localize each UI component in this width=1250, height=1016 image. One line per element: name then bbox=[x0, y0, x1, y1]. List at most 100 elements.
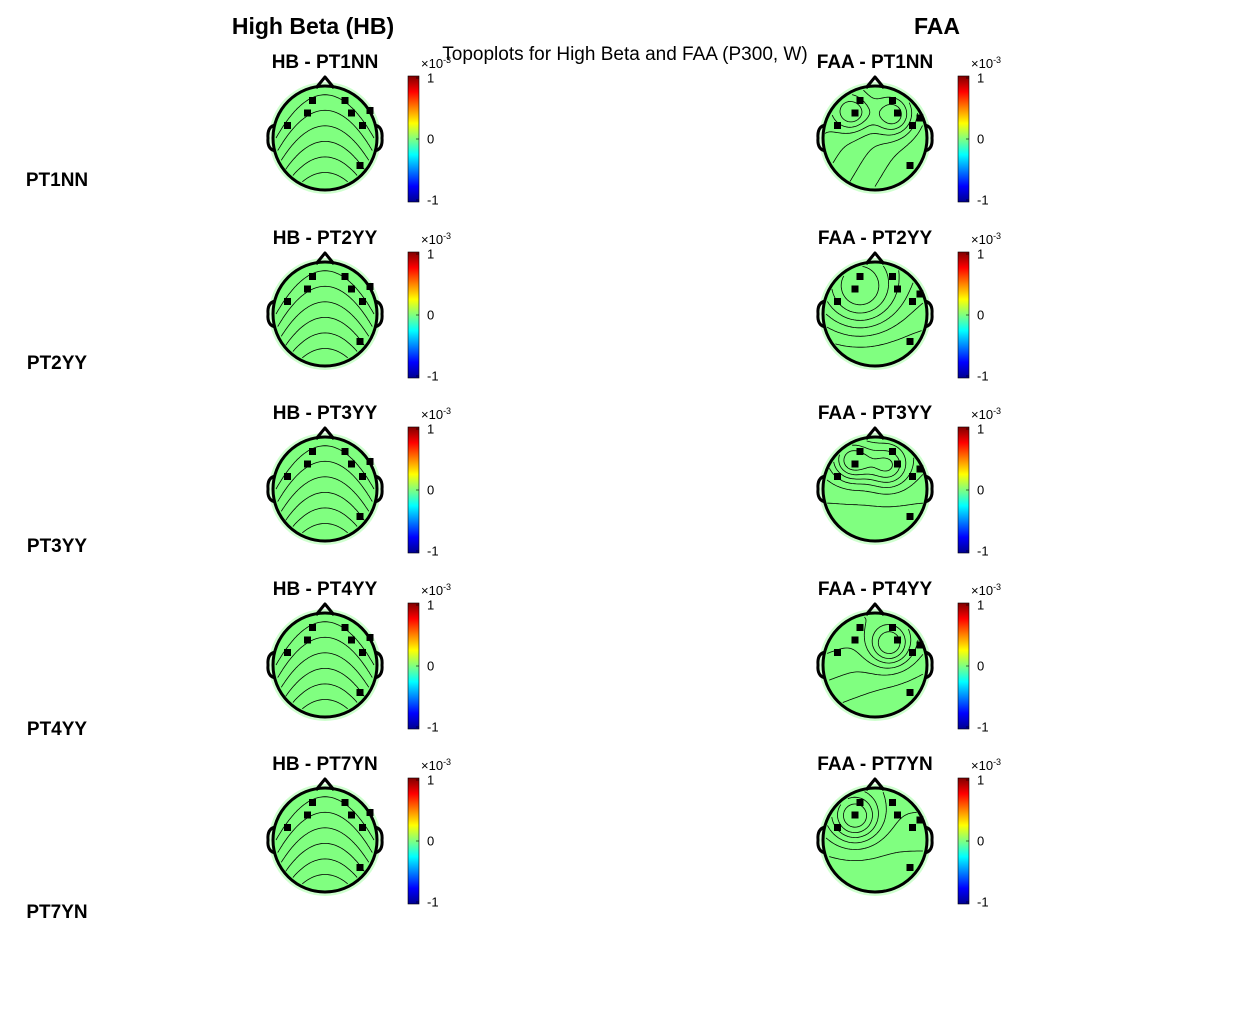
colorbar-tick-label: 0 bbox=[977, 483, 984, 498]
contour-lines bbox=[824, 89, 923, 187]
electrode-marker bbox=[894, 285, 901, 293]
electrode-marker bbox=[356, 162, 364, 169]
nose bbox=[314, 251, 336, 265]
head-outline bbox=[271, 260, 379, 368]
scalp-map bbox=[824, 438, 926, 540]
nose bbox=[314, 75, 336, 89]
right-ear bbox=[374, 650, 384, 680]
electrode-marker bbox=[916, 641, 924, 649]
electrode-marker bbox=[889, 624, 896, 631]
electrode-marker bbox=[304, 285, 311, 293]
electrode-marker bbox=[366, 458, 374, 465]
left-ear bbox=[266, 650, 276, 680]
right-ear bbox=[924, 299, 934, 329]
electrode-marker bbox=[356, 338, 364, 345]
electrode-marker bbox=[889, 799, 896, 806]
colorbar-tick-label: -1 bbox=[427, 544, 439, 559]
electrode-marker bbox=[834, 824, 841, 831]
contour-lines bbox=[825, 791, 923, 861]
electrode-marker bbox=[348, 811, 355, 819]
scalp-map bbox=[274, 614, 376, 716]
electrode-marker bbox=[894, 636, 901, 644]
scalp-map bbox=[824, 87, 926, 189]
head-outline bbox=[271, 84, 379, 192]
electrode-marker bbox=[916, 816, 924, 824]
electrode-marker bbox=[916, 465, 924, 473]
colorbar-tick-label: 1 bbox=[977, 598, 984, 613]
left-ear bbox=[266, 123, 276, 153]
electrode-marker bbox=[834, 298, 841, 305]
colorbar-tick-label: -1 bbox=[977, 544, 989, 559]
panel-title: FAA - PT1NN bbox=[817, 52, 933, 73]
electrode-marker bbox=[909, 298, 916, 305]
electrode-marker bbox=[359, 473, 366, 480]
colorbar-tick-label: 1 bbox=[977, 422, 984, 437]
nose bbox=[864, 777, 886, 791]
electrode-marker bbox=[284, 122, 291, 129]
scalp-map bbox=[824, 789, 926, 891]
electrode-marker bbox=[851, 636, 859, 644]
colorbar-tick-label: 1 bbox=[977, 247, 984, 262]
electrode-marker bbox=[348, 636, 355, 644]
electrode-marker bbox=[309, 448, 316, 455]
row-label: PT3YY bbox=[27, 536, 88, 557]
electrode-marker bbox=[284, 649, 291, 656]
electrode-marker bbox=[309, 97, 316, 104]
panel-title: HB - PT7YN bbox=[272, 754, 378, 775]
head-outline bbox=[821, 611, 929, 719]
colorbar-tick-label: -1 bbox=[977, 895, 989, 910]
scalp-map bbox=[274, 263, 376, 365]
electrode-marker bbox=[909, 122, 916, 129]
head-outline bbox=[821, 786, 929, 894]
colorbar-tick-label: 1 bbox=[427, 422, 434, 437]
scalp-map bbox=[274, 87, 376, 189]
electrode-marker bbox=[834, 122, 841, 129]
head-outline bbox=[821, 84, 929, 192]
electrode-marker bbox=[906, 864, 914, 871]
electrode-marker bbox=[304, 460, 311, 468]
colorbar-tick-label: 0 bbox=[427, 834, 434, 849]
electrode-marker bbox=[309, 624, 316, 631]
electrode-marker bbox=[909, 473, 916, 480]
electrode-marker bbox=[909, 824, 916, 831]
electrode-marker bbox=[366, 283, 374, 290]
topoplot-panel: HB - PT1NN 1 0 -1 ×10-3 bbox=[266, 52, 451, 208]
scalp-map bbox=[274, 789, 376, 891]
topoplot-panel: FAA - PT7YN 1 0 -1 ×10-3 bbox=[816, 754, 1001, 910]
nose bbox=[864, 426, 886, 440]
colorbar-tick-label: 1 bbox=[977, 71, 984, 86]
topoplot-panel: HB - PT4YY 1 0 -1 ×10-3 bbox=[266, 579, 451, 735]
row-label: PT1NN bbox=[26, 170, 88, 191]
contour-lines bbox=[825, 265, 924, 348]
contour-lines bbox=[275, 270, 375, 359]
electrode-marker bbox=[856, 799, 864, 806]
electrode-marker bbox=[851, 109, 859, 117]
electrode-marker bbox=[894, 460, 901, 468]
electrode-marker bbox=[341, 448, 349, 455]
panel-title: HB - PT3YY bbox=[273, 403, 378, 424]
panel-title: FAA - PT3YY bbox=[818, 403, 933, 424]
topoplot-panel: FAA - PT4YY 1 0 -1 ×10-3 bbox=[816, 579, 1001, 735]
electrode-marker bbox=[906, 162, 914, 169]
panel-title: HB - PT2YY bbox=[273, 228, 378, 249]
head-outline bbox=[271, 611, 379, 719]
panel-title: FAA - PT4YY bbox=[818, 579, 933, 600]
column-heading-faa: FAA bbox=[914, 13, 960, 39]
left-ear bbox=[816, 474, 826, 504]
row-label: PT7YN bbox=[26, 902, 87, 923]
colorbar-multiplier: ×10-3 bbox=[971, 582, 1001, 598]
electrode-marker bbox=[284, 824, 291, 831]
contour-lines bbox=[275, 94, 375, 183]
figure-title: Topoplots for High Beta and FAA (P300, W… bbox=[442, 44, 807, 65]
colorbar-tick-label: 1 bbox=[977, 773, 984, 788]
colorbar-multiplier: ×10-3 bbox=[421, 757, 451, 773]
electrode-marker bbox=[906, 689, 914, 696]
colorbar-tick-label: 0 bbox=[427, 659, 434, 674]
colorbar-tick-label: 1 bbox=[427, 71, 434, 86]
colorbar-multiplier: ×10-3 bbox=[971, 406, 1001, 422]
contour-lines bbox=[275, 621, 375, 710]
electrode-marker bbox=[366, 107, 374, 114]
topoplot-panel: HB - PT3YY 1 0 -1 ×10-3 bbox=[266, 403, 451, 559]
electrode-marker bbox=[284, 298, 291, 305]
